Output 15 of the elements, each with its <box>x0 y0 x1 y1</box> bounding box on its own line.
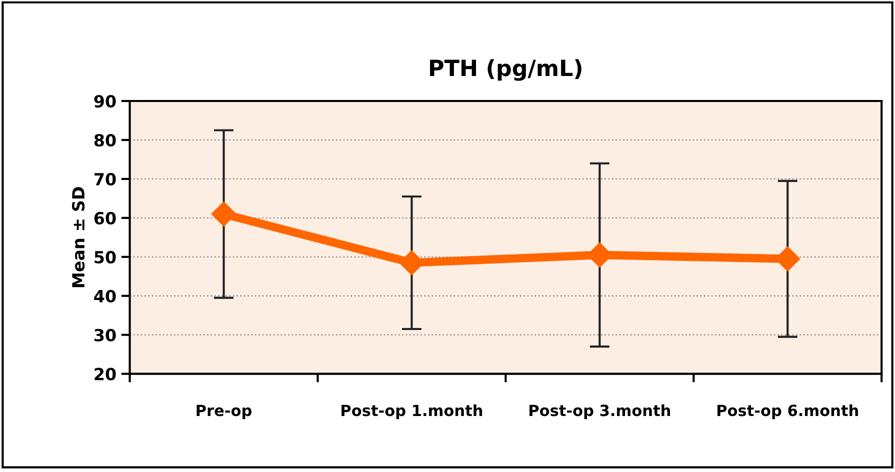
y-tick-label: 90 <box>94 94 116 108</box>
point <box>211 202 236 227</box>
x-tick-label: Post-op 3.month <box>530 404 670 420</box>
x-tick-label: Pre-op <box>196 404 252 420</box>
y-tick-label: 30 <box>94 328 116 342</box>
y-tick-label: 50 <box>94 250 116 264</box>
y-tick-label: 70 <box>94 172 116 186</box>
y-tick-label: 40 <box>94 290 116 302</box>
x-tick-label: Post-op 6.month <box>717 404 858 420</box>
chart-title: PTH (pg/mL) <box>430 59 582 81</box>
y-tick-label: 60 <box>94 212 116 224</box>
x-tick-label: Post-op 1.month <box>342 404 482 420</box>
y-tick-label: 80 <box>94 134 116 147</box>
y-tick-label: 20 <box>94 368 116 380</box>
y-axis-title: Mean ± SD <box>72 187 85 288</box>
